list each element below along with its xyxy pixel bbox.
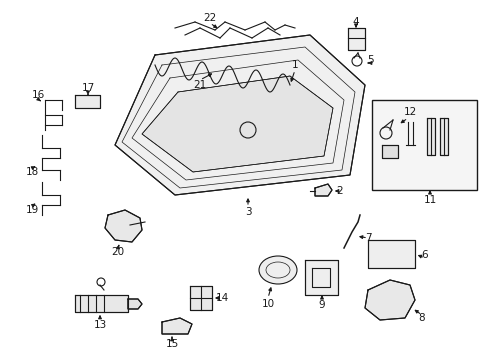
Polygon shape [364, 280, 414, 320]
Polygon shape [115, 35, 364, 195]
Polygon shape [314, 184, 331, 196]
Text: 19: 19 [25, 205, 39, 215]
Text: 21: 21 [193, 80, 206, 90]
Text: 7: 7 [364, 233, 370, 243]
Text: 16: 16 [31, 90, 44, 100]
Text: 14: 14 [215, 293, 228, 303]
Text: 5: 5 [367, 55, 373, 65]
Text: 13: 13 [93, 320, 106, 330]
Text: 2: 2 [336, 186, 343, 196]
Polygon shape [75, 95, 100, 108]
Text: 8: 8 [418, 313, 425, 323]
Polygon shape [162, 318, 192, 334]
Text: 1: 1 [291, 60, 298, 70]
Polygon shape [426, 118, 434, 155]
Polygon shape [381, 145, 397, 158]
Text: 18: 18 [25, 167, 39, 177]
Text: 11: 11 [423, 195, 436, 205]
Polygon shape [128, 299, 142, 309]
Text: 17: 17 [81, 83, 95, 93]
Polygon shape [142, 76, 332, 172]
Text: 22: 22 [203, 13, 216, 23]
Text: 15: 15 [165, 339, 178, 349]
Text: 20: 20 [111, 247, 124, 257]
Text: 6: 6 [421, 250, 427, 260]
Text: 12: 12 [403, 107, 416, 117]
Text: 3: 3 [244, 207, 251, 217]
Bar [371, 100, 476, 190]
Polygon shape [439, 118, 447, 155]
Polygon shape [75, 295, 128, 312]
Polygon shape [190, 286, 212, 310]
Text: 10: 10 [261, 299, 274, 309]
Polygon shape [305, 260, 337, 295]
Text: 4: 4 [352, 17, 359, 27]
Polygon shape [367, 240, 414, 268]
Text: 9: 9 [318, 300, 325, 310]
Ellipse shape [259, 256, 296, 284]
Polygon shape [105, 210, 142, 242]
Polygon shape [347, 28, 364, 50]
